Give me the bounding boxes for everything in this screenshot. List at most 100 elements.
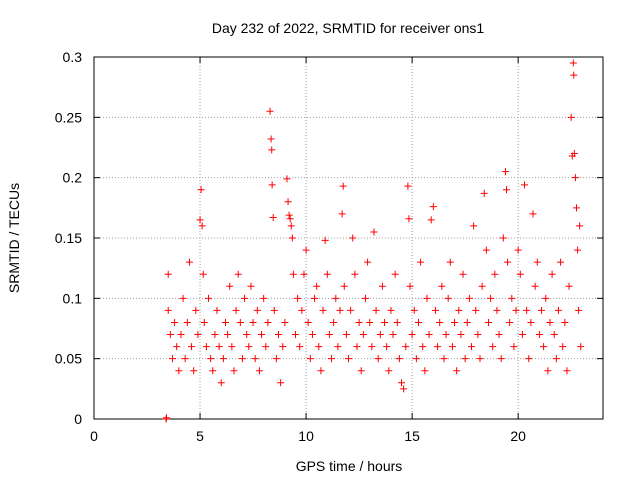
- x-tick-label: 5: [196, 428, 204, 444]
- data-point: [211, 331, 219, 339]
- data-point: [535, 331, 543, 339]
- data-point: [323, 270, 331, 278]
- y-tick-label: 0.15: [55, 230, 82, 246]
- data-point: [171, 318, 179, 326]
- data-point: [166, 331, 174, 339]
- data-point: [570, 71, 578, 79]
- data-point: [228, 343, 236, 351]
- data-point: [281, 318, 289, 326]
- data-point: [177, 331, 185, 339]
- data-point: [359, 331, 367, 339]
- data-point: [393, 318, 401, 326]
- data-point: [404, 182, 412, 190]
- data-point: [283, 175, 291, 183]
- data-point: [499, 234, 507, 242]
- data-point: [383, 343, 391, 351]
- data-point: [387, 306, 395, 314]
- data-point: [451, 318, 459, 326]
- data-point: [402, 343, 410, 351]
- data-point: [570, 150, 578, 158]
- data-point: [374, 355, 382, 363]
- x-tick-label: 15: [404, 428, 420, 444]
- data-point: [510, 343, 518, 351]
- data-point: [398, 379, 406, 387]
- data-point: [542, 294, 550, 302]
- data-point: [408, 331, 416, 339]
- data-point: [260, 294, 268, 302]
- data-point: [465, 294, 473, 302]
- data-point: [571, 174, 579, 182]
- data-point: [345, 355, 352, 363]
- data-point: [527, 318, 535, 326]
- data-point: [521, 181, 529, 189]
- data-point: [319, 306, 327, 314]
- data-point: [202, 343, 210, 351]
- data-point: [302, 246, 310, 254]
- data-point: [405, 215, 413, 223]
- data-point: [504, 258, 512, 266]
- data-point: [395, 355, 403, 363]
- data-point: [429, 203, 437, 211]
- data-point: [340, 282, 348, 290]
- data-point: [455, 306, 463, 314]
- data-point: [391, 270, 399, 278]
- data-point: [230, 367, 238, 375]
- y-tick-label: 0.25: [55, 109, 82, 125]
- data-point: [529, 210, 537, 218]
- data-point: [241, 294, 249, 302]
- data-point: [489, 343, 497, 351]
- data-point: [284, 198, 292, 206]
- data-point: [267, 135, 275, 143]
- data-point: [226, 282, 234, 290]
- data-point: [197, 186, 205, 194]
- data-point: [508, 294, 516, 302]
- data-point: [514, 246, 522, 254]
- data-point: [503, 186, 511, 194]
- data-point: [480, 189, 488, 197]
- data-point: [196, 216, 204, 224]
- data-point: [285, 211, 293, 219]
- data-point: [268, 146, 276, 154]
- data-point: [277, 379, 285, 387]
- data-point: [427, 216, 435, 224]
- data-point: [484, 318, 492, 326]
- data-point: [234, 270, 242, 278]
- data-point: [434, 343, 442, 351]
- data-point: [440, 355, 448, 363]
- data-point: [561, 318, 569, 326]
- data-point: [366, 318, 374, 326]
- data-point: [476, 355, 484, 363]
- data-point: [368, 343, 376, 351]
- data-point: [540, 343, 548, 351]
- data-point: [349, 234, 357, 242]
- data-point: [313, 282, 321, 290]
- data-point: [565, 282, 573, 290]
- data-point: [198, 222, 206, 230]
- data-point: [200, 318, 208, 326]
- data-point: [569, 59, 577, 67]
- data-point: [364, 258, 372, 266]
- data-point: [264, 318, 272, 326]
- data-point: [194, 331, 202, 339]
- data-point: [221, 318, 229, 326]
- data-point: [270, 306, 278, 314]
- data-point: [355, 318, 363, 326]
- data-point: [291, 331, 299, 339]
- data-point: [183, 318, 191, 326]
- data-point: [438, 282, 446, 290]
- data-point: [457, 331, 465, 339]
- data-point: [347, 306, 355, 314]
- data-point: [446, 258, 454, 266]
- x-axis-label: GPS time / hours: [296, 458, 403, 474]
- data-point: [342, 331, 350, 339]
- data-point: [336, 306, 344, 314]
- chart-title: Day 232 of 2022, SRMTID for receiver ons…: [212, 20, 485, 36]
- data-point: [219, 355, 227, 363]
- data-point: [232, 306, 240, 314]
- data-point: [442, 331, 450, 339]
- y-tick-label: 0: [74, 411, 82, 427]
- data-point: [286, 215, 294, 223]
- data-point: [552, 355, 560, 363]
- data-point: [334, 343, 342, 351]
- x-tick-label: 10: [298, 428, 314, 444]
